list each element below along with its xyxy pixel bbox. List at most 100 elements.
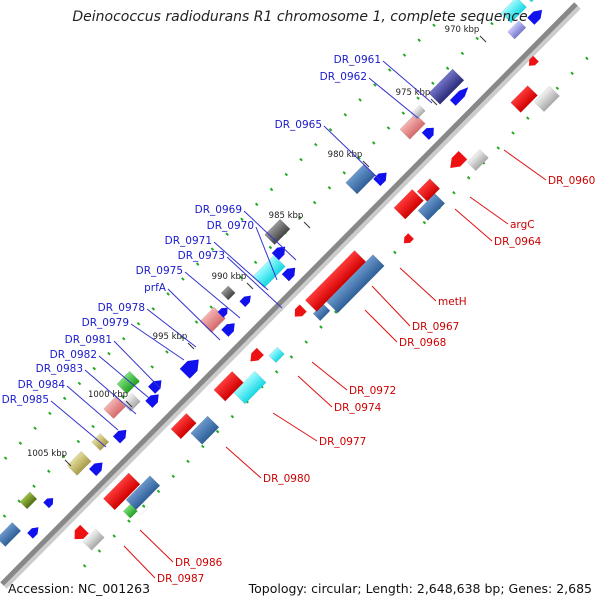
forward-gene-arrow [43,498,54,509]
forward-gene-block [19,491,38,510]
reverse-gene-label[interactable]: DR_0964 [494,236,542,248]
reverse-gene-arrow [403,233,414,244]
reverse-gene-block [393,189,424,220]
reverse-gene-block [82,528,105,551]
forward-gene-label[interactable]: prfA [144,282,167,294]
forward-gene-label[interactable]: DR_0982 [50,349,97,361]
forward-gene-block [116,370,140,395]
track-dot [151,307,156,311]
track-dot [555,86,560,91]
track-dot [460,51,465,56]
track-dot [121,336,126,341]
map-title: Deinococcus radiodurans R1 chromosome 1,… [72,9,528,25]
forward-gene-block [345,163,376,195]
forward-gene-label[interactable]: DR_0973 [178,250,225,262]
track-dot [431,81,435,86]
forward-label-leader [243,210,297,261]
forward-label-leader [167,288,221,341]
track-dot [289,355,294,359]
reverse-gene-label[interactable]: DR_0972 [349,385,396,397]
forward-gene-label[interactable]: DR_0983 [36,363,83,375]
reverse-gene-label[interactable]: DR_0974 [334,402,382,414]
track-dot [166,292,170,296]
forward-gene-block [399,113,426,140]
forward-gene-label[interactable]: DR_0971 [165,235,212,247]
forward-gene-label[interactable]: DR_0965 [275,119,322,131]
reverse-gene-block [466,149,489,172]
forward-gene-label[interactable]: DR_0985 [2,394,49,406]
forward-gene-label[interactable]: DR_0969 [195,204,242,216]
forward-gene-label[interactable]: DR_0975 [136,265,183,277]
reverse-gene-label[interactable]: DR_0967 [412,321,459,333]
track-dot [195,262,200,266]
track-dot [47,469,51,474]
forward-label-leader [50,400,107,448]
track-dot [416,96,420,100]
track-dot [327,185,332,190]
reverse-label-leader [123,545,156,579]
forward-label-leader [146,308,197,348]
reverse-gene-label[interactable]: DR_0968 [399,337,446,349]
track-dot [77,381,82,386]
track-dot [61,454,66,459]
kbp-tick-label: 990 kbp [212,272,247,282]
reverse-gene-arrow [74,524,89,540]
reverse-gene-block [103,472,141,511]
forward-gene-label[interactable]: DR_0961 [334,54,381,66]
track-dot [299,157,303,162]
track-dot [181,277,185,281]
track-dot [91,424,95,429]
forward-gene-arrow [217,307,228,318]
kbp-tick-label: 1005 kbp [27,449,67,459]
reverse-gene-label[interactable]: DR_0960 [548,175,595,187]
reverse-gene-arrow [250,347,264,362]
reverse-gene-label[interactable]: argC [510,219,535,231]
track-dot [33,426,37,431]
reverse-label-leader [399,267,437,302]
kbp-tick-label: 995 kbp [153,332,188,342]
reverse-gene-label[interactable]: DR_0977 [319,436,366,448]
reverse-label-leader [469,196,509,225]
track-dot [269,187,274,192]
track-dot [215,429,220,434]
forward-gene-arrow [271,246,286,261]
kbp-tick-mark [64,459,72,467]
reverse-gene-label[interactable]: DR_0980 [263,473,310,485]
forward-gene-label[interactable]: DR_0962 [320,71,367,83]
kbp-tick-mark [479,35,487,43]
forward-gene-label[interactable]: DR_0979 [82,317,129,329]
reverse-gene-block [233,370,267,405]
forward-gene-label[interactable]: DR_0970 [207,220,254,232]
forward-label-leader [98,355,150,399]
reverse-gene-label[interactable]: DR_0986 [175,557,223,569]
forward-label-leader [130,323,185,361]
track-dot [82,564,87,568]
forward-gene-label[interactable]: DR_0978 [98,302,145,314]
forward-gene-block [507,20,527,40]
track-dot [401,111,406,115]
track-dot [333,310,338,314]
reverse-gene-label[interactable]: DR_0987 [157,573,204,585]
forward-gene-label[interactable]: DR_0984 [18,379,66,391]
reverse-label-leader [371,285,411,327]
forward-gene-arrow [148,380,162,394]
reverse-label-leader [297,375,333,408]
track-dot [156,489,161,494]
track-dot [452,190,456,195]
track-dot [314,142,318,147]
track-dot [209,305,214,309]
forward-label-leader [66,385,119,431]
forward-gene-label[interactable]: DR_0981 [65,334,112,346]
track-dot [3,456,8,460]
accession-text: Accession: NC_001263 [8,581,151,596]
track-dot [417,38,421,42]
track-dot [239,275,243,280]
reverse-gene-arrow [528,55,539,66]
reverse-gene-block [122,503,138,519]
track-dot [48,411,52,416]
track-dot [32,484,36,489]
track-dot [526,116,530,120]
track-dot [194,320,199,324]
track-dot [312,200,317,205]
reverse-gene-label[interactable]: metH [438,296,467,308]
